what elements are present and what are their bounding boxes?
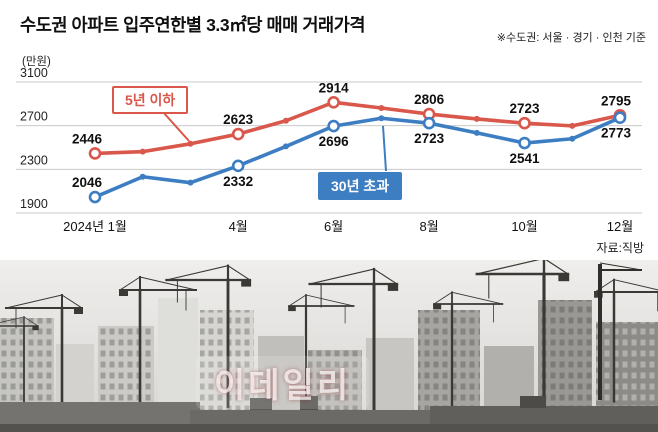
svg-text:2541: 2541	[510, 151, 541, 166]
construction-illustration	[0, 260, 658, 432]
svg-text:2723: 2723	[414, 131, 445, 146]
construction-photo: 이데일리	[0, 260, 658, 432]
svg-text:3100: 3100	[20, 66, 48, 80]
chart-title: 수도권 아파트 입주연한별 3.3㎡당 매매 거래가격	[20, 15, 366, 35]
svg-text:2696: 2696	[319, 134, 350, 149]
svg-text:8월: 8월	[419, 219, 438, 234]
svg-text:2623: 2623	[223, 112, 254, 127]
price-line-chart: 3100 2700 2300 1900 2024년 1월 4월 6월 8월 10월 12월 2446…	[16, 66, 642, 234]
svg-text:2806: 2806	[414, 92, 445, 107]
svg-text:6월: 6월	[324, 219, 343, 234]
region-note: ※수도권: 서울 · 경기 · 인천 기준	[496, 32, 646, 44]
svg-text:2700: 2700	[20, 110, 48, 124]
svg-text:2300: 2300	[20, 153, 48, 167]
svg-text:2723: 2723	[510, 101, 541, 116]
svg-text:2795: 2795	[601, 93, 632, 108]
legend-over-30yr-label: 30년 초과	[331, 178, 390, 194]
watermark-logo: 이데일리	[196, 356, 370, 409]
source-credit: 자료:직방	[596, 241, 645, 255]
tower-crane-icons	[0, 260, 658, 425]
svg-text:4월: 4월	[229, 219, 248, 234]
svg-text:2332: 2332	[223, 174, 253, 189]
svg-text:1900: 1900	[20, 197, 48, 211]
legend-under-5yr: 5년 이하	[112, 86, 189, 114]
chart-panel: 3100 2700 2300 1900 2024년 1월 4월 6월 8월 10월 12월 2446…	[16, 15, 646, 255]
svg-text:2024년 1월: 2024년 1월	[63, 219, 127, 234]
legend-under-5yr-label: 5년 이하	[125, 92, 176, 108]
y-axis-unit-label: (만원)	[22, 56, 51, 68]
svg-text:2773: 2773	[601, 126, 632, 141]
svg-text:2914: 2914	[319, 80, 350, 95]
svg-text:10월: 10월	[511, 219, 537, 234]
svg-text:2446: 2446	[72, 131, 103, 146]
svg-text:2046: 2046	[72, 175, 103, 190]
legend-over-30yr: 30년 초과	[318, 172, 403, 200]
svg-text:12월: 12월	[607, 219, 633, 234]
foreground-structures	[0, 396, 658, 432]
